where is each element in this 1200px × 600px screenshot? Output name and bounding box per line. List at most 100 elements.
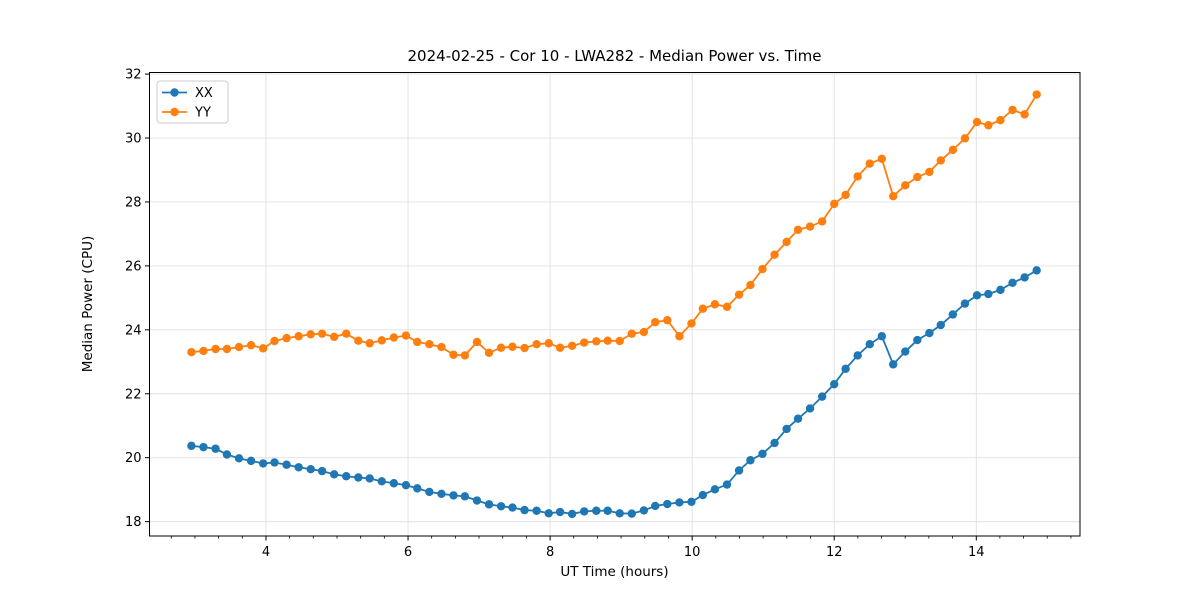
series-yy-marker	[675, 332, 684, 341]
chart-title: 2024-02-25 - Cor 10 - LWA282 - Median Po…	[407, 47, 822, 65]
series-yy-marker	[687, 319, 696, 328]
series-xx-marker	[567, 509, 577, 519]
series-yy-marker	[294, 332, 303, 341]
series-yy-marker	[354, 336, 363, 345]
series-yy-marker	[377, 336, 386, 345]
series-xx-marker	[710, 485, 720, 494]
series-xx-marker	[222, 450, 232, 459]
series-xx-marker	[936, 320, 945, 330]
series-yy-marker	[722, 302, 732, 312]
series-yy-marker	[948, 145, 958, 155]
series-xx-marker	[484, 500, 494, 509]
legend-label-yy: YY	[194, 106, 211, 121]
series-yy-marker	[187, 348, 196, 357]
series-yy-marker	[805, 222, 815, 231]
series-yy-marker	[734, 290, 744, 299]
series-xx-marker	[496, 502, 506, 511]
series-xx-marker	[913, 335, 922, 345]
x-axis-label: UT Time (hours)	[560, 564, 669, 580]
y-tick-label: 30	[125, 132, 142, 147]
series-xx-line	[191, 269, 1038, 515]
x-tick-label: 12	[826, 545, 843, 560]
series-yy-marker	[782, 237, 791, 247]
series-xx-marker	[211, 444, 220, 453]
series-xx-marker	[532, 506, 541, 515]
series-yy-marker	[817, 217, 827, 226]
series-yy-marker	[639, 327, 649, 337]
series-xx-marker	[984, 289, 993, 299]
series-xx-marker	[460, 492, 470, 501]
y-tick-label: 32	[125, 68, 142, 83]
series-xx-marker	[354, 473, 363, 482]
series-yy-marker	[365, 339, 374, 348]
series-yy-marker	[830, 199, 839, 209]
series-xx-marker	[270, 458, 279, 467]
series-xx-marker	[401, 480, 411, 490]
series-xx-marker	[972, 291, 982, 300]
series-xx-marker	[294, 463, 303, 472]
series-xx-marker	[615, 509, 624, 518]
y-tick-label: 20	[125, 451, 142, 466]
y-tick-label: 24	[125, 323, 142, 338]
series-yy-marker	[793, 225, 803, 234]
series-yy-marker	[770, 250, 779, 259]
legend-swatch-marker-yy	[170, 107, 179, 117]
series-yy-marker	[972, 117, 982, 127]
series-yy-marker	[925, 167, 934, 177]
series-yy-marker	[234, 342, 244, 352]
series-yy-marker	[413, 337, 422, 347]
series-yy-marker	[425, 340, 434, 349]
series-xx-marker	[888, 360, 898, 369]
series-yy-marker	[544, 339, 553, 348]
series-xx-marker	[425, 487, 434, 497]
series-xx-marker	[282, 460, 291, 469]
series-xx-marker	[687, 497, 696, 506]
series-yy-marker	[508, 342, 517, 351]
series-yy-marker	[496, 343, 506, 352]
series-xx-marker	[639, 506, 649, 515]
series-xx-marker	[663, 499, 672, 509]
series-xx-marker	[306, 464, 315, 474]
series-yy-marker	[615, 336, 624, 346]
series-xx-marker	[187, 441, 196, 451]
series-yy-marker	[270, 336, 279, 346]
series-yy-marker	[555, 343, 565, 352]
series-xx-marker	[592, 506, 601, 515]
x-tick-label: 8	[546, 545, 554, 560]
series-yy-marker	[888, 192, 898, 201]
series-xx-marker	[996, 285, 1005, 295]
series-xx-marker	[603, 506, 612, 515]
series-xx-marker	[234, 454, 244, 463]
series-xx-marker	[698, 490, 708, 500]
series-yy-marker	[258, 344, 268, 353]
x-tick-label: 6	[404, 545, 412, 560]
series-xx-marker	[793, 414, 803, 423]
series-yy-marker	[211, 344, 220, 354]
legend-label-xx: XX	[195, 86, 213, 101]
series-xx-marker	[389, 479, 399, 488]
series-xx-marker	[365, 474, 374, 483]
series-xx-marker	[555, 507, 565, 517]
series-xx-marker	[651, 501, 660, 511]
series-yy-marker	[342, 329, 351, 338]
series-xx-marker	[317, 466, 327, 476]
x-tick-label: 10	[684, 545, 701, 560]
series-yy-marker	[865, 159, 874, 168]
series-yy-marker	[960, 134, 970, 143]
series-xx-marker	[925, 328, 934, 338]
series-xx-marker	[746, 456, 755, 465]
series-xx-marker	[199, 442, 208, 452]
series-xx-marker	[449, 491, 458, 500]
series-xx-marker	[877, 332, 887, 341]
series-yy-marker	[913, 172, 922, 182]
series-yy-marker	[984, 121, 993, 130]
x-tick-label: 4	[262, 545, 270, 560]
series-yy-marker	[853, 172, 862, 181]
series-yy-marker	[901, 181, 910, 190]
series-yy-marker	[246, 340, 256, 350]
series-xx-marker	[580, 507, 589, 516]
series-yy-marker	[199, 346, 208, 356]
series-xx-marker	[437, 489, 446, 499]
series-yy-marker	[603, 336, 612, 345]
